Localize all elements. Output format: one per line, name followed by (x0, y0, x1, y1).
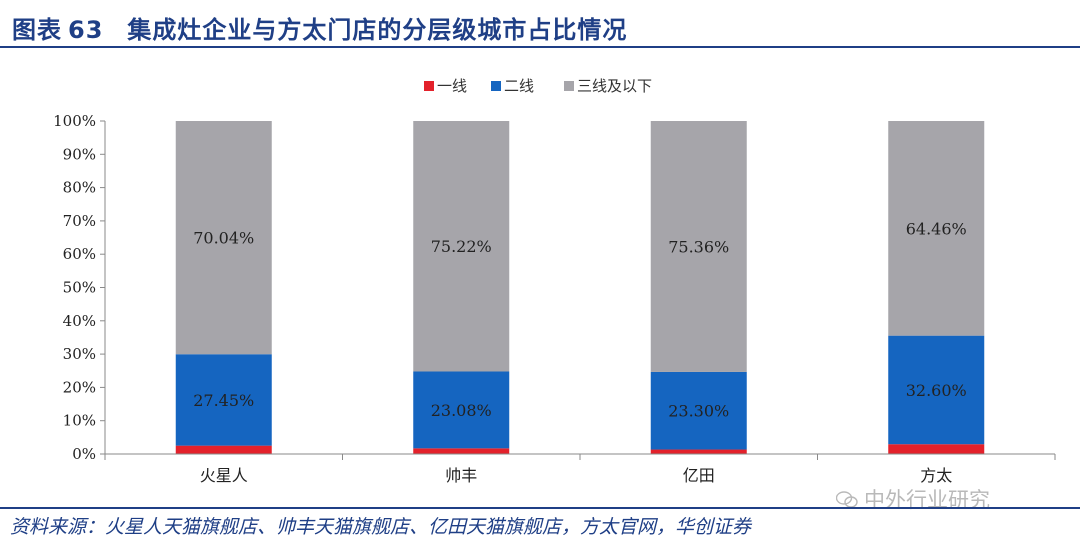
y-axis: 0% 10% 20% 30% 40% 50% 60% 70% 80% 90% 100% (53, 112, 106, 463)
legend-swatch-2 (491, 81, 501, 91)
y-tick-label: 100% (53, 112, 96, 130)
y-tick-label: 60% (63, 245, 96, 263)
bars: 27.45% 70.04% 23.08% 75.22% 23.30% 75.36% 32.6… (175, 121, 985, 454)
y-tick-label: 40% (63, 312, 96, 330)
y-tick-label: 10% (63, 412, 96, 430)
bar-segment (175, 121, 272, 355)
legend-label-2: 二线 (504, 77, 534, 95)
bar-segment (650, 121, 747, 372)
figure-label: 图表 (12, 16, 62, 44)
bar-segment (650, 371, 747, 450)
figure-title: 图表 63 集成灶企业与方太门店的分层级城市占比情况 (12, 10, 627, 45)
legend-swatch-3 (564, 81, 574, 91)
bar-segment (413, 121, 510, 372)
data-label: 32.60% (906, 381, 967, 400)
figure-number: 63 (68, 16, 104, 44)
watermark: 中外行业研究 (836, 484, 990, 514)
bar-segment (888, 121, 985, 336)
bar-segment (888, 335, 985, 445)
stacked-bar-chart: 一线 二线 三线及以下 0% 10% 20% 30% 40% 50% 60% 70% 80% 90% 1… (53, 77, 1056, 485)
bar-segment (888, 444, 985, 454)
y-tick-label: 70% (63, 212, 96, 230)
legend-swatch-1 (424, 81, 434, 91)
y-tick-label: 90% (63, 145, 96, 163)
y-tick-label: 0% (72, 445, 96, 463)
data-label: 23.30% (668, 402, 729, 421)
chart-legend: 一线 二线 三线及以下 (424, 77, 652, 95)
x-tick-label: 方太 (920, 466, 952, 485)
y-tick-label: 20% (63, 378, 96, 396)
x-tick-label: 亿田 (683, 466, 715, 485)
source-rule (0, 507, 1080, 509)
y-tick-label: 80% (63, 179, 96, 197)
figure-title-text: 集成灶企业与方太门店的分层级城市占比情况 (127, 16, 628, 44)
source-note: 资料来源：火星人天猫旗舰店、帅丰天猫旗舰店、亿田天猫旗舰店，方太官网，华创证券 (10, 516, 752, 538)
bar-segment (650, 449, 747, 454)
data-label: 23.08% (431, 401, 492, 420)
bar-segment (413, 448, 510, 454)
y-tick-label: 30% (63, 345, 96, 363)
data-label: 75.36% (668, 237, 729, 256)
bar-segment (175, 354, 272, 446)
legend-label-3: 三线及以下 (577, 77, 652, 95)
x-tick-label: 火星人 (200, 466, 248, 485)
bar-segment (175, 445, 272, 454)
data-label: 64.46% (906, 219, 967, 238)
bar-segment (413, 371, 510, 449)
x-axis: 火星人 帅丰 亿田 方太 (104, 453, 1056, 485)
y-tick-label: 50% (63, 279, 96, 297)
data-label: 75.22% (431, 237, 492, 256)
x-tick-label: 帅丰 (445, 466, 477, 485)
data-label: 70.04% (193, 229, 254, 248)
data-label: 27.45% (193, 391, 254, 410)
legend-label-1: 一线 (437, 77, 467, 95)
title-rule (0, 46, 1080, 48)
